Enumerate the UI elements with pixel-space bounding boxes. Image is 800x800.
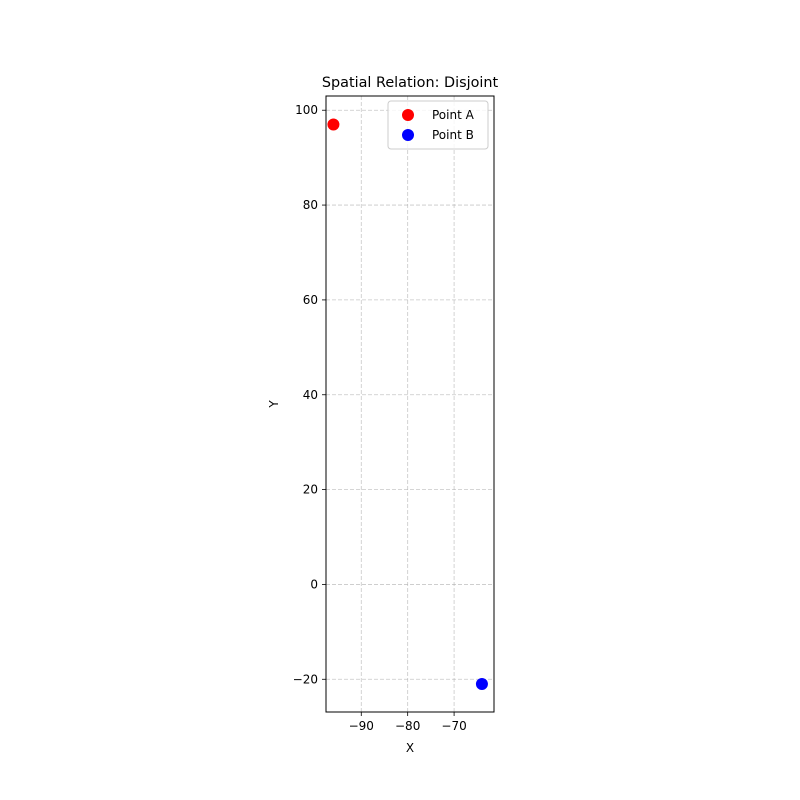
data-point-point-a <box>327 118 340 131</box>
data-points <box>327 118 488 691</box>
axes-frame <box>325 95 495 713</box>
y-tick-label: −20 <box>293 672 318 686</box>
y-tick-label: 60 <box>303 293 318 307</box>
y-tick-label: 0 <box>310 577 318 591</box>
x-tick-label: −80 <box>395 719 420 733</box>
y-tick-label: 80 <box>303 198 318 212</box>
legend-label-point-a: Point A <box>432 108 475 122</box>
y-tick-label: 100 <box>295 103 318 117</box>
chart-title: Spatial Relation: Disjoint <box>322 75 499 91</box>
y-tick-label: 40 <box>303 388 318 402</box>
legend-label-point-b: Point B <box>432 128 474 142</box>
x-tick-label: −70 <box>441 719 466 733</box>
y-tick-label: 20 <box>303 483 318 497</box>
y-axis-label: Y <box>267 400 281 409</box>
x-tick-label: −90 <box>349 719 374 733</box>
legend: Point A Point B <box>387 100 489 150</box>
x-axis-label: X <box>406 741 414 755</box>
axis-ticks: −90 −80 −70 −20 0 20 40 60 80 100 <box>293 103 467 733</box>
legend-marker-point-b <box>402 129 414 141</box>
data-point-point-b <box>475 678 488 691</box>
legend-marker-point-a <box>402 109 414 121</box>
